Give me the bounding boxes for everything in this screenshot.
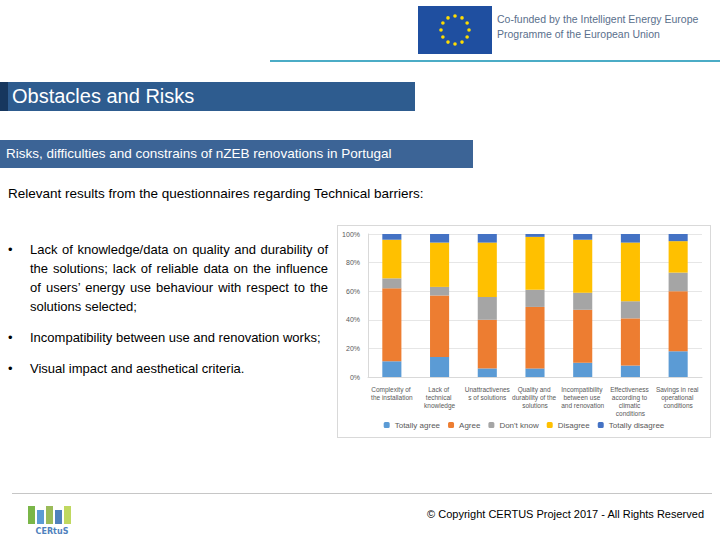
svg-text:20%: 20%: [346, 345, 360, 352]
svg-text:Incompatibility: Incompatibility: [561, 386, 604, 394]
svg-text:Agree: Agree: [459, 421, 481, 430]
svg-text:operational: operational: [661, 394, 695, 402]
svg-text:Disagree: Disagree: [558, 421, 591, 430]
svg-text:Lack of: Lack of: [428, 386, 451, 393]
html-text:Programme of the European Unio: Programme of the European Union: [497, 28, 660, 40]
svg-text:and renovation: and renovation: [561, 402, 604, 409]
svg-text:Quality and: Quality and: [518, 386, 553, 394]
svg-text:40%: 40%: [346, 316, 360, 323]
svg-text:knowledge: knowledge: [424, 402, 455, 410]
svg-text:solutions: solutions: [522, 402, 548, 409]
svg-text:Effectiveness: Effectiveness: [610, 386, 650, 393]
svg-text:s of solutions: s of solutions: [468, 394, 507, 401]
svg-text:between use: between use: [563, 394, 602, 401]
svg-text:the installation: the installation: [371, 394, 413, 401]
html-text:Relevant results from the ques: Relevant results from the questionnaires…: [8, 186, 424, 201]
svg-text:Don't know: Don't know: [499, 421, 539, 430]
svg-text:Unattractivenes: Unattractivenes: [465, 386, 511, 393]
svg-text:Savings in real: Savings in real: [656, 386, 700, 394]
svg-text:60%: 60%: [346, 288, 360, 295]
svg-text:conditions: conditions: [616, 410, 646, 417]
html-text:Incompatibility between use an: Incompatibility between use and renovati…: [30, 330, 321, 345]
html-text:Obstacles and Risks: Obstacles and Risks: [12, 85, 195, 107]
html-text:© Copyright CERTUS Project 201: © Copyright CERTUS Project 2017 - All Ri…: [427, 508, 704, 520]
svg-text:80%: 80%: [346, 259, 360, 266]
html-text:Risks, difficulties and constr: Risks, difficulties and constrains of nZ…: [6, 146, 392, 161]
svg-text:Complexity of: Complexity of: [371, 386, 412, 394]
html-text:Co-funded by the Intelligent E: Co-funded by the Intelligent Energy Euro…: [497, 13, 699, 25]
svg-text:0%: 0%: [350, 374, 360, 381]
svg-text:technical: technical: [426, 394, 453, 401]
svg-text:according to: according to: [612, 394, 649, 402]
svg-text:durability of the: durability of the: [512, 394, 558, 402]
svg-text:climatic: climatic: [619, 402, 642, 409]
html-text:Lack of knowledge/data on qual: Lack of knowledge/data on quality and du…: [30, 242, 328, 314]
svg-text:CERtuS: CERtuS: [36, 527, 69, 536]
svg-text:Totally agree: Totally agree: [395, 421, 441, 430]
svg-text:100%: 100%: [342, 231, 360, 238]
html-text:Visual impact and aesthetical: Visual impact and aesthetical criteria.: [30, 361, 245, 376]
svg-text:conditions: conditions: [664, 402, 694, 409]
svg-text:Totally disagree: Totally disagree: [609, 421, 665, 430]
